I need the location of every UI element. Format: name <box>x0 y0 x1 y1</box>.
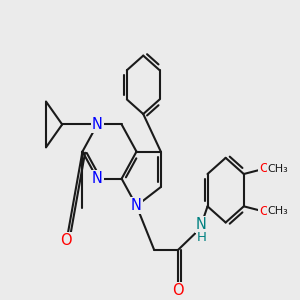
Text: N: N <box>131 198 142 213</box>
Text: O: O <box>259 163 269 176</box>
Text: O: O <box>60 232 72 247</box>
Text: O: O <box>172 283 184 298</box>
Text: N: N <box>196 217 207 232</box>
Text: N: N <box>92 117 103 132</box>
Text: CH₃: CH₃ <box>267 206 288 216</box>
Text: N: N <box>92 171 103 186</box>
Text: H: H <box>196 231 206 244</box>
Text: O: O <box>259 205 269 218</box>
Text: CH₃: CH₃ <box>267 164 288 174</box>
